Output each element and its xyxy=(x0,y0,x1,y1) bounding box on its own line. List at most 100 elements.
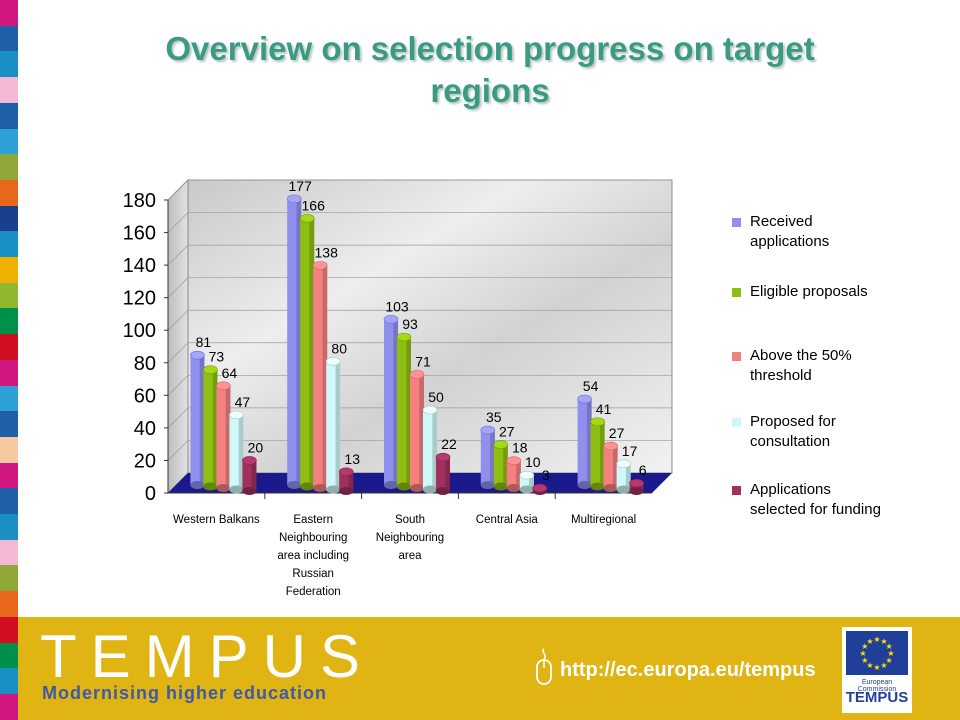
bar-shade xyxy=(212,369,218,487)
legend-swatch xyxy=(732,288,741,297)
star-icon: ★ xyxy=(886,656,893,665)
bar-base xyxy=(300,482,315,491)
bar-top xyxy=(603,441,618,451)
bar xyxy=(312,261,328,492)
gridline-side xyxy=(167,342,189,364)
bar xyxy=(616,459,631,494)
data-label: 22 xyxy=(441,436,457,452)
bar-base xyxy=(436,487,450,495)
bar-base xyxy=(423,485,437,494)
data-label: 80 xyxy=(331,340,347,356)
bar xyxy=(480,425,496,489)
bar-shade xyxy=(309,218,315,487)
gridline-side xyxy=(167,407,189,429)
bar-shade xyxy=(199,355,205,485)
bar xyxy=(299,213,315,491)
bar-shade xyxy=(335,361,341,490)
bar-shade xyxy=(296,198,302,485)
star-icon: ★ xyxy=(861,656,868,665)
bar xyxy=(590,417,605,491)
data-label: 27 xyxy=(499,424,515,440)
y-tick-label: 80 xyxy=(134,353,156,375)
star-icon: ★ xyxy=(866,661,873,670)
data-label: 166 xyxy=(302,197,326,213)
european-commission-logo: ★ ★ ★ ★ ★ ★ ★ ★ ★ ★ ★ ★ European Commission TEMPUS xyxy=(842,627,912,713)
data-label: 93 xyxy=(402,316,418,332)
star-icon: ★ xyxy=(873,663,880,672)
category-label: Eastern Neighbouring area including Russian… xyxy=(277,514,349,598)
tempus-logo: TEMPUS xyxy=(40,623,375,690)
bar-base xyxy=(229,485,244,494)
data-label: 17 xyxy=(622,443,638,459)
footer-url-link[interactable]: http://ec.europa.eu/tempus xyxy=(560,659,816,681)
bar-top xyxy=(616,459,631,469)
bar xyxy=(229,410,244,494)
bar-top xyxy=(590,417,605,427)
data-label: 18 xyxy=(512,440,528,456)
chart-side-wall xyxy=(167,178,189,495)
bar xyxy=(629,478,644,495)
bar-top xyxy=(629,478,644,488)
data-label: 20 xyxy=(248,439,264,455)
star-icon: ★ xyxy=(880,661,887,670)
legend-swatch xyxy=(732,486,741,495)
bar-top xyxy=(480,425,496,435)
star-icon: ★ xyxy=(861,642,868,651)
gridline-side xyxy=(167,179,189,201)
bar-shade xyxy=(225,385,231,488)
bar-top xyxy=(506,456,522,466)
category-label: Central Asia xyxy=(476,514,539,526)
bar-base xyxy=(519,485,534,494)
bar xyxy=(577,394,592,489)
legend-swatch xyxy=(732,218,741,227)
data-label: 64 xyxy=(222,365,238,381)
star-icon: ★ xyxy=(880,637,887,646)
legend-label: Proposed for consultation xyxy=(750,413,836,450)
gridline-side xyxy=(167,309,189,331)
bar-base xyxy=(590,482,605,491)
star-icon: ★ xyxy=(886,642,893,651)
bar-base xyxy=(203,482,218,491)
bar-top xyxy=(242,456,257,465)
tempus-tagline: Modernising higher education xyxy=(42,683,328,703)
category-label: Multiregional xyxy=(571,514,636,526)
bar-shade xyxy=(251,460,257,491)
data-label: 47 xyxy=(235,394,251,410)
bar xyxy=(190,350,205,489)
bar xyxy=(242,456,257,495)
bar-shade xyxy=(348,471,354,491)
bar-shade xyxy=(516,460,521,488)
bar-top xyxy=(383,315,399,324)
star-icon: ★ xyxy=(887,649,894,658)
bar-base xyxy=(506,484,521,492)
bar xyxy=(203,365,218,491)
data-label: 81 xyxy=(196,334,212,350)
bar-base xyxy=(397,482,411,491)
y-tick-label: 100 xyxy=(123,320,156,342)
gridline-side xyxy=(167,212,189,233)
data-label: 177 xyxy=(289,178,313,194)
star-icon: ★ xyxy=(859,649,866,658)
bar xyxy=(422,405,438,494)
bar-base xyxy=(410,484,424,492)
bar-base xyxy=(384,481,398,489)
data-label: 103 xyxy=(385,298,409,314)
bar-top xyxy=(493,440,509,449)
bar-top xyxy=(325,356,341,366)
bar xyxy=(435,452,451,495)
bar-base xyxy=(190,481,205,489)
legend-swatch xyxy=(732,352,741,361)
bar-top xyxy=(435,452,451,462)
bar-top xyxy=(409,370,425,379)
decorative-color-stripe xyxy=(0,0,18,720)
legend-swatch xyxy=(732,418,741,427)
bar-base xyxy=(616,485,631,494)
footer-banner: TEMPUS Modernising higher education http… xyxy=(18,617,960,720)
data-label: 41 xyxy=(596,401,612,417)
ec-label-small: European Commission xyxy=(857,679,897,693)
bar-top xyxy=(216,381,231,391)
bar-shade xyxy=(490,430,495,485)
bar-shade xyxy=(432,410,437,490)
bar-base xyxy=(326,485,341,494)
